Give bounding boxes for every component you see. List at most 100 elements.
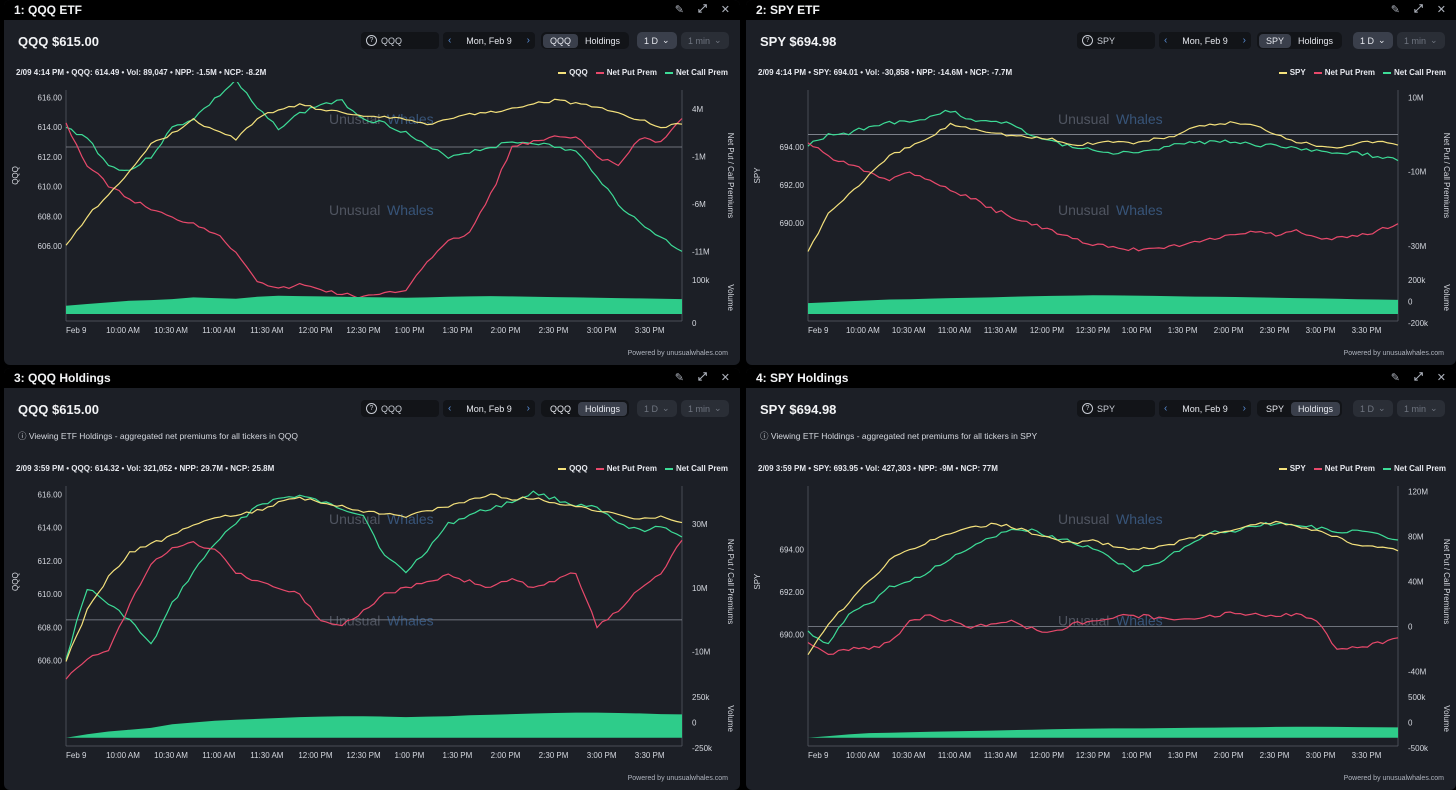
x-tick: 1:00 PM <box>1122 326 1152 335</box>
legend-item[interactable]: Net Put Prem <box>595 464 657 473</box>
y-right-tick: 40M <box>1408 578 1424 587</box>
price-line[interactable] <box>807 121 1399 252</box>
volume-area[interactable] <box>808 295 1398 314</box>
net-call-prem-line[interactable] <box>807 521 1399 645</box>
ticker-search-input[interactable]: ? SPY <box>1077 32 1155 49</box>
window-controls: ✎ ⤢ ✕ <box>675 3 730 16</box>
timeframe-select[interactable]: 1 D ⌄ <box>1353 32 1393 49</box>
chevron-right-icon[interactable]: › <box>1242 35 1246 46</box>
legend-item[interactable]: QQQ <box>558 464 588 473</box>
tab-etf[interactable]: QQQ <box>550 403 572 414</box>
x-tick: 12:00 PM <box>298 751 333 760</box>
legend-item[interactable]: SPY <box>1278 464 1306 473</box>
y-left-label: SPY <box>753 167 762 184</box>
legend: QQQ Net Put Prem Net Call Prem <box>558 68 728 77</box>
interval-select[interactable]: 1 min ⌄ <box>1397 32 1445 49</box>
tab-holdings[interactable]: Holdings <box>585 35 621 46</box>
y-right-label: Net Put / Call Premiums <box>726 133 735 218</box>
interval-select[interactable]: 1 min ⌄ <box>681 400 729 417</box>
stats-line: 2/09 3:59 PM • SPY: 693.95 • Vol: 427,30… <box>758 464 998 473</box>
chevron-right-icon[interactable]: › <box>1242 403 1246 414</box>
timeframe-select[interactable]: 1 D ⌄ <box>637 400 677 417</box>
x-tick: Feb 9 <box>66 751 87 760</box>
close-icon[interactable]: ✕ <box>1436 372 1446 384</box>
ticker-search-input[interactable]: ? QQQ <box>361 400 439 417</box>
close-icon[interactable]: ✕ <box>720 4 730 16</box>
volume-tick: 200k <box>1408 276 1426 285</box>
tab-holdings[interactable]: Holdings <box>1298 35 1334 46</box>
net-put-prem-line[interactable] <box>807 142 1399 252</box>
net-call-prem-line[interactable] <box>807 109 1399 162</box>
date-label[interactable]: Mon, Feb 9 <box>1182 403 1228 414</box>
tab-etf[interactable]: SPY <box>1259 33 1292 48</box>
edit-icon[interactable]: ✎ <box>1390 372 1400 384</box>
chevron-left-icon[interactable]: ‹ <box>448 35 452 46</box>
net-call-prem-line[interactable] <box>65 82 683 252</box>
price-line[interactable] <box>65 493 683 662</box>
tab-holdings[interactable]: Holdings <box>578 401 628 416</box>
price-line[interactable] <box>65 98 683 246</box>
expand-icon[interactable]: ⤢ <box>1413 371 1423 383</box>
x-tick: Feb 9 <box>808 326 829 335</box>
y-left-tick: 694.00 <box>780 143 805 152</box>
watermark-text: Whales <box>1116 111 1163 127</box>
close-icon[interactable]: ✕ <box>1436 4 1446 16</box>
y-right-tick: 120M <box>1408 488 1428 497</box>
date-label[interactable]: Mon, Feb 9 <box>1182 35 1228 46</box>
x-tick: 10:00 AM <box>846 326 880 335</box>
net-call-prem-line[interactable] <box>65 490 683 660</box>
x-tick: 3:30 PM <box>1352 326 1382 335</box>
expand-icon[interactable]: ⤢ <box>697 371 707 383</box>
net-put-prem-line[interactable] <box>65 118 683 299</box>
legend-item[interactable]: Net Call Prem <box>664 68 728 77</box>
legend-item[interactable]: Net Call Prem <box>1382 68 1446 77</box>
legend-item[interactable]: Net Call Prem <box>1382 464 1446 473</box>
ticker-search-input[interactable]: ? SPY <box>1077 400 1155 417</box>
net-put-prem-line[interactable] <box>807 611 1399 656</box>
edit-icon[interactable]: ✎ <box>674 372 684 384</box>
legend-item[interactable]: Net Call Prem <box>664 464 728 473</box>
volume-area[interactable] <box>66 712 682 738</box>
tab-etf[interactable]: QQQ <box>543 33 579 48</box>
legend-item[interactable]: Net Put Prem <box>595 68 657 77</box>
expand-icon[interactable]: ⤢ <box>1413 3 1423 15</box>
price-line[interactable] <box>807 520 1399 656</box>
volume-area[interactable] <box>808 726 1398 738</box>
edit-icon[interactable]: ✎ <box>1390 4 1400 16</box>
date-label[interactable]: Mon, Feb 9 <box>466 35 512 46</box>
date-label[interactable]: Mon, Feb 9 <box>466 403 512 414</box>
expand-icon[interactable]: ⤢ <box>697 3 707 15</box>
volume-area[interactable] <box>66 295 682 314</box>
x-tick: 10:30 AM <box>892 326 926 335</box>
timeframe-select[interactable]: 1 D ⌄ <box>1353 400 1393 417</box>
powered-by[interactable]: Powered by unusualwhales.com <box>627 350 728 357</box>
powered-by[interactable]: Powered by unusualwhales.com <box>627 775 728 782</box>
legend-item[interactable]: SPY <box>1278 68 1306 77</box>
chevron-left-icon[interactable]: ‹ <box>1164 35 1168 46</box>
legend-item[interactable]: QQQ <box>558 68 588 77</box>
interval-select[interactable]: 1 min ⌄ <box>681 32 729 49</box>
chevron-left-icon[interactable]: ‹ <box>1164 403 1168 414</box>
chevron-left-icon[interactable]: ‹ <box>448 403 452 414</box>
powered-by[interactable]: Powered by unusualwhales.com <box>1343 775 1444 782</box>
tab-etf[interactable]: SPY <box>1266 403 1285 414</box>
legend-item[interactable]: Net Put Prem <box>1313 464 1375 473</box>
ticker-search-input[interactable]: ? QQQ <box>361 32 439 49</box>
y-left-tick: 616.00 <box>38 93 63 102</box>
x-tick: 11:00 AM <box>938 751 972 760</box>
powered-by[interactable]: Powered by unusualwhales.com <box>1343 350 1444 357</box>
timeframe-select[interactable]: 1 D ⌄ <box>637 32 677 49</box>
chevron-right-icon[interactable]: › <box>526 35 530 46</box>
chevron-right-icon[interactable]: › <box>526 403 530 414</box>
search-icon: ? <box>1082 403 1093 414</box>
legend-item[interactable]: Net Put Prem <box>1313 68 1375 77</box>
interval-select[interactable]: 1 min ⌄ <box>1397 400 1445 417</box>
close-icon[interactable]: ✕ <box>720 372 730 384</box>
tab-holdings[interactable]: Holdings <box>1291 401 1341 416</box>
edit-icon[interactable]: ✎ <box>674 4 684 16</box>
net-put-prem-line[interactable] <box>65 539 683 680</box>
